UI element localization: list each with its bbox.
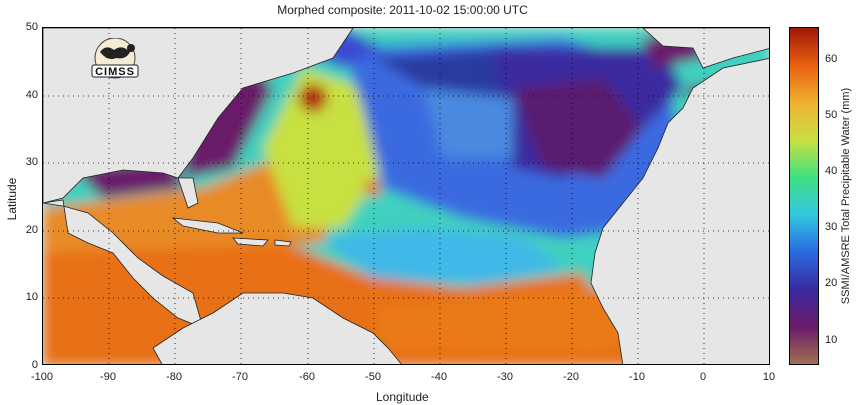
cimss-logo-text: CIMSS [95,66,135,78]
x-tick-label: -10 [629,371,645,383]
colorbar [789,27,819,365]
x-tick-label: -40 [431,371,447,383]
x-tick-label: -50 [365,371,381,383]
x-tick-label: -60 [299,371,315,383]
y-axis-label: Latitude [5,177,19,221]
colorbar-tick-label: 40 [825,165,838,177]
y-tick-label: 0 [31,359,38,371]
y-tick-label: 50 [25,21,38,33]
x-tick-label: -100 [30,371,54,383]
y-tick-label: 30 [25,156,38,168]
colorbar-tick-label: 20 [825,277,838,289]
colorbar-tick-label: 60 [825,53,838,65]
x-tick-label: -90 [100,371,116,383]
tpw-map [42,27,770,365]
x-tick-label: 10 [762,371,776,383]
colorbar-label: SSMI/AMSRE Total Precipitable Water (mm) [840,87,852,305]
colorbar-tick-label: 10 [825,334,838,346]
colorbar-tick-label: 50 [825,109,838,121]
y-tick-label: 40 [25,89,38,101]
map-title: Morphed composite: 2011-10-02 15:00:00 U… [277,3,528,17]
x-tick-label: -30 [497,371,513,383]
x-axis-label: Longitude [376,390,429,404]
tpw-map-canvas [43,28,769,364]
colorbar-tick-label: 30 [825,221,838,233]
y-tick-label: 20 [25,224,38,236]
x-tick-label: -70 [232,371,248,383]
y-tick-label: 10 [25,291,38,303]
cimss-logo-icon [91,37,139,79]
cimss-logo: CIMSS [86,37,144,80]
x-tick-label: -80 [166,371,182,383]
x-tick-label: -20 [563,371,579,383]
x-tick-label: 0 [699,371,707,383]
